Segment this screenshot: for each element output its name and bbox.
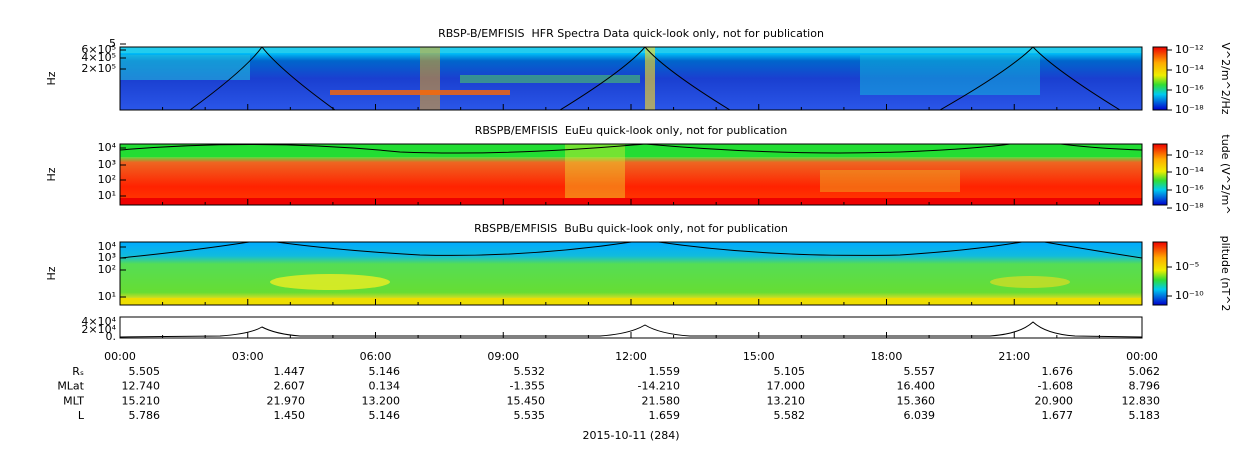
ephemeris-value: 5.062 xyxy=(1129,365,1161,378)
x-tick-label: 15:00 xyxy=(743,350,775,363)
colorbar-tick-label: 10⁻¹⁰ xyxy=(1175,289,1204,302)
colorbar-tick-label: 10⁻¹² xyxy=(1175,43,1204,56)
y-tick-label: 2×10⁵ xyxy=(81,62,116,75)
y-tick-label: 6×10⁵ xyxy=(81,43,116,56)
y-axis-label: Hz xyxy=(45,71,58,85)
ephemeris-value: 1.559 xyxy=(649,365,681,378)
x-tick-label: 12:00 xyxy=(615,350,647,363)
ephemeris-value: 1.676 xyxy=(1042,365,1074,378)
y-axis-label: Hz xyxy=(45,266,58,280)
ephemeris-value: 16.400 xyxy=(897,380,936,393)
ephemeris-value: -1.608 xyxy=(1038,380,1073,393)
y-tick-label: 10⁴ xyxy=(98,240,117,253)
ephemeris-value: 15.210 xyxy=(122,394,161,407)
colorbar-tick-label: 10⁻¹⁸ xyxy=(1175,201,1204,214)
panel-title: RBSP-B/EMFISIS HFR Spectra Data quick-lo… xyxy=(438,27,824,40)
colorbar-tick-label: 10⁻¹⁶ xyxy=(1175,183,1204,196)
ephemeris-value: 5.105 xyxy=(774,365,806,378)
ephemeris-value: 8.796 xyxy=(1129,380,1161,393)
ephemeris-value: 1.659 xyxy=(649,409,681,422)
ephemeris-value: 13.210 xyxy=(767,394,806,407)
panel-title: RBSPB/EMFISIS BuBu quick-look only, not … xyxy=(474,222,788,235)
ephemeris-label: Rₛ xyxy=(72,365,84,378)
x-tick-label: 00:00 xyxy=(104,350,136,363)
colorbar-tick-label: 10⁻⁵ xyxy=(1175,260,1199,273)
y-tick-label: 4×10⁵ xyxy=(81,51,116,64)
ephemeris-label: L xyxy=(78,409,85,422)
ephemeris-value: 5.786 xyxy=(129,409,161,422)
ephemeris-value: 15.450 xyxy=(507,394,546,407)
ephemeris-value: 6.039 xyxy=(904,409,936,422)
y-tick-label: 4×10⁴ xyxy=(81,315,116,328)
colorbar-label: tude (V^2/m^ xyxy=(1219,134,1232,214)
ephemeris-value: 1.447 xyxy=(274,365,306,378)
colorbar-label: plitude (nT^2 xyxy=(1219,236,1232,312)
ephemeris-value: 5.557 xyxy=(904,365,936,378)
ephemeris-value: 0.134 xyxy=(369,380,401,393)
ephemeris-value: -1.355 xyxy=(510,380,545,393)
panel-title: RBSPB/EMFISIS EuEu quick-look only, not … xyxy=(475,124,788,137)
colorbar-tick-label: 10⁻¹² xyxy=(1175,148,1204,161)
ephemeris-value: 15.360 xyxy=(897,394,936,407)
ephemeris-value: 17.000 xyxy=(767,380,806,393)
ephemeris-value: 12.830 xyxy=(1122,394,1161,407)
spectrogram-bubu xyxy=(120,242,1142,305)
colorbar-tick-label: 10⁻¹⁶ xyxy=(1175,83,1204,96)
y-tick-label: 10⁴ xyxy=(98,141,117,154)
ephemeris-value: 12.740 xyxy=(122,380,161,393)
ephemeris-value: 1.677 xyxy=(1042,409,1074,422)
y-tick-label: 10¹ xyxy=(98,189,116,202)
y-tick-label: 2×10⁴ xyxy=(81,323,116,336)
y-tick-label: 10³ xyxy=(98,158,116,171)
ephemeris-value: 20.900 xyxy=(1035,394,1074,407)
colorbar-label: V^2/m^2/Hz xyxy=(1219,42,1232,114)
x-tick-label: 09:00 xyxy=(487,350,519,363)
ephemeris-value: 5.183 xyxy=(1129,409,1161,422)
ephemeris-value: 5.582 xyxy=(774,409,806,422)
x-tick-label: 18:00 xyxy=(871,350,903,363)
spectrogram-hfr xyxy=(120,47,1142,110)
ephemeris-value: 13.200 xyxy=(362,394,401,407)
ephemeris-value: 21.580 xyxy=(642,394,681,407)
ephemeris-label: MLT xyxy=(63,394,84,407)
ephemeris-value: 1.450 xyxy=(274,409,306,422)
ephemeris-value: 5.535 xyxy=(514,409,546,422)
ephemeris-label: MLat xyxy=(57,380,84,393)
colorbar-tick-label: 10⁻¹⁴ xyxy=(1175,63,1204,76)
colorbar-tick-label: 10⁻¹⁴ xyxy=(1175,165,1204,178)
ephemeris-value: -14.210 xyxy=(638,380,680,393)
ephemeris-value: 5.146 xyxy=(369,409,401,422)
ephemeris-value: 5.146 xyxy=(369,365,401,378)
y-tick-label: 10² xyxy=(98,173,116,186)
spectrogram-eueu xyxy=(120,144,1142,205)
y-axis-label: Hz xyxy=(45,167,58,181)
y-tick-label: 10¹ xyxy=(98,290,116,303)
y-tick-label: 10³ xyxy=(98,251,116,264)
x-tick-label: 21:00 xyxy=(998,350,1030,363)
ephemeris-value: 2.607 xyxy=(274,380,306,393)
ephemeris-value: 5.505 xyxy=(129,365,161,378)
line-plot xyxy=(119,321,1143,338)
y-tick-label: 5 xyxy=(109,37,116,50)
ephemeris-value: 5.532 xyxy=(514,365,546,378)
x-tick-label: 00:00 xyxy=(1126,350,1158,363)
ephemeris-value: 21.970 xyxy=(267,394,306,407)
colorbar-tick-label: 10⁻¹⁸ xyxy=(1175,103,1204,116)
y-tick-label: 10² xyxy=(98,263,116,276)
y-tick-label: 0. xyxy=(106,330,117,343)
x-tick-label: 06:00 xyxy=(360,350,392,363)
date-label: 2015-10-11 (284) xyxy=(582,429,679,442)
x-tick-label: 03:00 xyxy=(232,350,264,363)
